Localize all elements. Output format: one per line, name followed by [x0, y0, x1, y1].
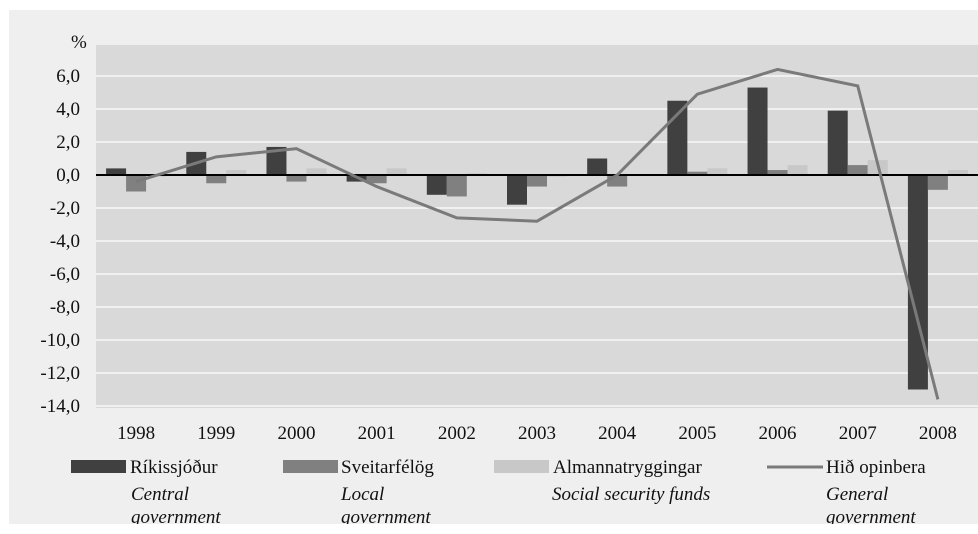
legend-swatch-social: [494, 460, 549, 473]
bar-local-2002: [446, 175, 467, 197]
legend-label-central: Ríkissjóður: [130, 457, 218, 478]
bar-social-2006: [787, 165, 808, 175]
legend-label-general: Hið opinbera: [826, 457, 926, 478]
bar-central-2003: [507, 175, 527, 205]
legend-item-general: Hið opinbera General government: [767, 457, 926, 524]
bar-central-2002: [426, 175, 447, 195]
legend-label-local: Sveitarfélög: [341, 457, 434, 478]
bar-social-2000: [306, 168, 327, 175]
legend-label-social: Almannatryggingar: [553, 457, 702, 478]
bar-local-2008: [927, 175, 948, 190]
bar-social-2001: [386, 168, 407, 175]
y-tick-label: 4,0: [56, 99, 80, 120]
bar-central-2000: [266, 146, 287, 175]
legend-sub-central-2: government: [131, 507, 221, 524]
legend-sub-social-1: Social security funds: [552, 484, 710, 505]
legend-sub-central-1: Central: [131, 484, 189, 505]
legend-swatch-local: [283, 460, 338, 473]
bars: [106, 87, 968, 390]
y-tick-label: -12,0: [40, 363, 80, 384]
legend-swatch-central: [71, 460, 126, 473]
y-tick-label: -8,0: [50, 297, 80, 318]
bar-central-2006: [747, 87, 768, 175]
chart-svg: 6,0 4,0 2,0 0,0 -2,0 -4,0 -6,0 -8,0 -10,0 -12,0 -1…: [40, 32, 978, 524]
x-tick-label: 2004: [598, 423, 637, 444]
chart-frame: 6,0 4,0 2,0 0,0 -2,0 -4,0 -6,0 -8,0 -10,0 -12,0 -1…: [9, 10, 978, 524]
bar-local-1998: [126, 175, 147, 192]
legend-item-local: Sveitarfélög Local government: [283, 457, 434, 524]
bar-local-2000: [286, 175, 307, 182]
legend-sub-local-1: Local: [340, 484, 384, 505]
bar-local-2001: [366, 175, 387, 184]
y-tick-label: 6,0: [56, 66, 80, 87]
y-tick-label: -10,0: [40, 330, 80, 351]
x-tick-label: 2005: [678, 423, 716, 444]
bar-local-2006: [767, 170, 788, 175]
x-tick-label: 2002: [438, 423, 476, 444]
x-tick-label: 2001: [358, 423, 396, 444]
y-tick-label: -6,0: [50, 264, 80, 285]
x-tick-label: 2006: [759, 423, 797, 444]
bar-central-1998: [106, 168, 127, 175]
x-tick-label: 2003: [518, 423, 556, 444]
legend-sub-general-1: General: [826, 484, 888, 505]
gridlines: [96, 75, 978, 407]
y-tick-label: -14,0: [40, 396, 80, 417]
legend-item-central: Ríkissjóður Central government: [71, 457, 221, 524]
bar-social-2008: [947, 170, 968, 175]
bar-social-1999: [226, 170, 247, 175]
y-tick-label: -2,0: [50, 198, 80, 219]
legend-sub-local-2: government: [341, 507, 431, 524]
legend-item-social: Almannatryggingar Social security funds: [494, 457, 710, 505]
bar-central-2004: [587, 158, 608, 175]
x-tick-label: 2000: [277, 423, 315, 444]
y-tick-labels: 6,0 4,0 2,0 0,0 -2,0 -4,0 -6,0 -8,0 -10,0 -12,0 -1…: [40, 66, 80, 417]
bar-local-2004: [607, 175, 628, 187]
general-government-line: [135, 67, 940, 400]
x-tick-label: 2008: [919, 423, 957, 444]
bar-local-2005: [687, 171, 708, 175]
bar-local-2007: [847, 165, 868, 175]
y-tick-label: -4,0: [50, 231, 80, 252]
bar-local-1999: [206, 175, 227, 184]
bar-central-2008: [907, 175, 928, 390]
x-tick-label: 2007: [839, 423, 877, 444]
x-tick-label: 1998: [117, 423, 155, 444]
plot-area: [96, 45, 978, 408]
bar-local-2003: [527, 175, 547, 187]
unit-label: %: [71, 32, 87, 53]
legend-sub-general-2: government: [826, 507, 916, 524]
bar-central-2005: [667, 100, 688, 175]
x-tick-labels: 1998 1999 2000 2001 2002 2003 2004 2005 2006 2007…: [117, 423, 957, 444]
x-tick-label: 1999: [197, 423, 235, 444]
legend: Ríkissjóður Central government Sveitarfé…: [71, 457, 926, 524]
bar-social-2005: [707, 168, 728, 175]
y-tick-label: 0,0: [56, 165, 80, 186]
bar-central-2007: [827, 110, 848, 175]
y-tick-label: 2,0: [56, 132, 80, 153]
